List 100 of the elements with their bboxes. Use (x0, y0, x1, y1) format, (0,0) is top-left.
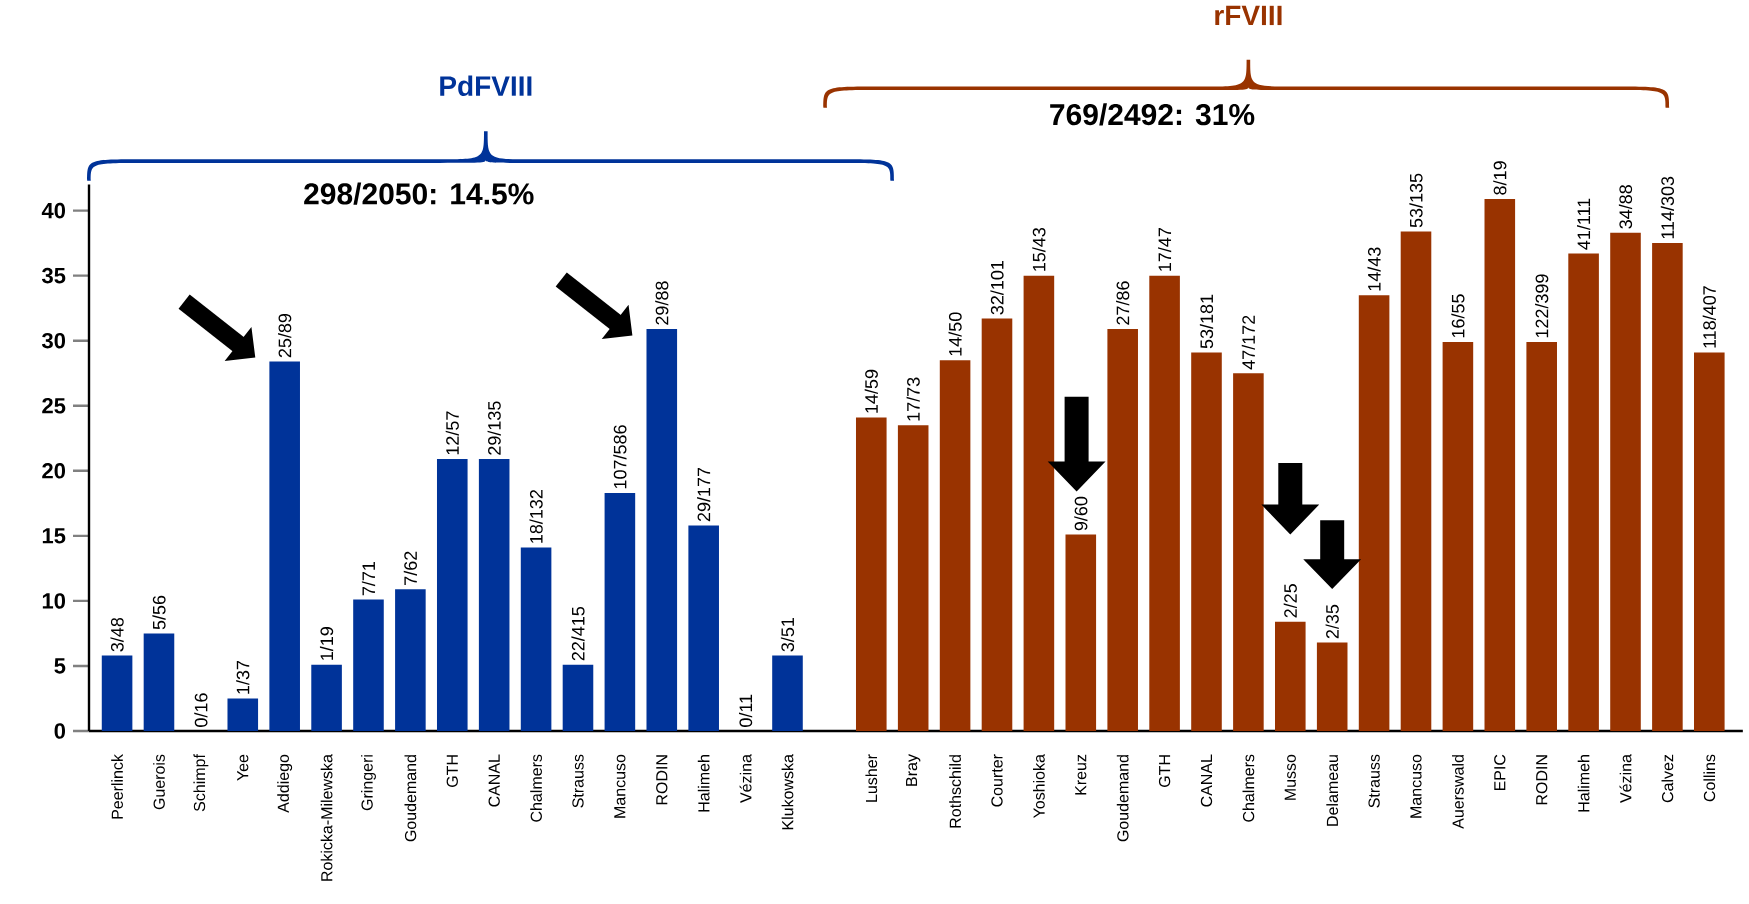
data-label: 107/586 (613, 425, 627, 489)
bar (395, 589, 426, 731)
data-label: 41/111 (1576, 198, 1591, 250)
data-label: 8/19 (1493, 161, 1507, 195)
data-label: 7/71 (361, 562, 376, 596)
data-label: 29/88 (655, 281, 669, 325)
x-tick-label: EPIC (1494, 754, 1506, 791)
x-tick-label: Mancuso (1410, 754, 1422, 818)
x-tick-label: RODIN (1536, 755, 1548, 805)
data-label: 29/135 (487, 401, 501, 455)
bar (981, 318, 1013, 731)
data-label: 53/135 (1409, 173, 1423, 228)
bar (143, 633, 175, 731)
x-tick-label: Yoshioka (1033, 754, 1045, 819)
data-label: 17/47 (1157, 228, 1172, 271)
x-tick-label: CANAL (488, 754, 500, 807)
data-label: 32/101 (990, 261, 1004, 315)
bar (436, 459, 468, 731)
bar (855, 417, 887, 731)
x-tick-label: Strauss (1368, 754, 1380, 808)
x-tick-label: Auerswald (1452, 755, 1464, 829)
y-tick-label: 10 (42, 593, 66, 609)
data-label: 7/62 (403, 551, 417, 585)
data-label: 25/89 (278, 313, 292, 358)
x-tick-label: Chalmers (530, 754, 542, 822)
bar (520, 547, 552, 731)
y-tick-label: 30 (41, 332, 66, 349)
x-tick-label: Bray (906, 754, 921, 786)
data-label: 1/19 (319, 627, 334, 660)
data-label: 14/59 (864, 369, 878, 413)
data-label: 1/37 (236, 660, 250, 694)
data-label: 29/177 (697, 467, 711, 522)
bar (1568, 253, 1599, 731)
text: PdFVIII (440, 75, 532, 96)
bar (1400, 231, 1432, 731)
bar (353, 599, 384, 731)
bar (227, 698, 259, 731)
x-tick-label: Rothschild (949, 755, 961, 828)
bar (1275, 621, 1306, 731)
bar (269, 361, 300, 731)
data-label: 47/172 (1241, 315, 1256, 370)
x-tick-label: Chalmers (1242, 754, 1255, 822)
y-tick-label: 5 (54, 658, 66, 674)
data-label: 15/43 (1032, 227, 1046, 271)
bar (604, 492, 636, 731)
data-label: 12/57 (445, 411, 459, 455)
data-label: 118/407 (1702, 286, 1716, 348)
x-tick-label: Halimeh (1577, 755, 1590, 812)
bar (1023, 275, 1055, 731)
data-label: 2/35 (1325, 604, 1339, 639)
bar (939, 360, 971, 731)
x-tick-label: Halimeh (697, 755, 710, 812)
bar (311, 664, 342, 731)
x-tick-label: Addiego (277, 754, 293, 813)
data-label: 14/50 (948, 312, 962, 356)
x-tick-label: Goudemand (404, 755, 417, 842)
bar (1694, 352, 1725, 731)
data-label: 3/51 (780, 617, 795, 652)
data-label: 0/11 (738, 694, 753, 727)
bar (1526, 342, 1557, 731)
bar (1065, 534, 1097, 731)
data-label: 5/56 (152, 595, 166, 630)
data-label: 3/48 (110, 617, 124, 652)
x-tick-label: Collins (1703, 754, 1716, 802)
x-tick-label: Guerois (153, 754, 165, 810)
y-tick-label: 15 (42, 528, 66, 544)
x-tick-label: Calvez (1661, 754, 1674, 803)
data-label: 18/132 (529, 490, 543, 543)
x-tick-label: Vézina (739, 754, 752, 803)
y-tick-label: 25 (42, 397, 66, 414)
bar (1610, 232, 1641, 731)
bar (646, 328, 678, 731)
x-tick-label: Yee (237, 754, 249, 781)
y-tick-label: 35 (41, 267, 66, 284)
x-tick-label: GTH (446, 755, 458, 788)
bar (1233, 373, 1264, 731)
x-tick-label: Lusher (865, 754, 878, 802)
bar (562, 664, 594, 731)
x-tick-label: Gringeri (361, 755, 376, 811)
data-label: 27/86 (1116, 281, 1130, 325)
data-label: 0/16 (194, 693, 208, 727)
bar (897, 425, 929, 731)
x-tick-label: Delameau (1326, 755, 1339, 826)
data-label: 9/60 (1074, 496, 1088, 531)
x-tick-label: GTH (1158, 755, 1171, 788)
x-tick-label: Kreuz (1075, 754, 1087, 795)
text: rFVIII (1215, 5, 1282, 26)
data-label: 17/73 (906, 377, 920, 421)
x-tick-label: CANAL (1200, 754, 1213, 807)
bar (1107, 328, 1138, 731)
bar (1484, 198, 1516, 731)
x-tick-label: Rokicka-Milewska (320, 754, 333, 881)
data-label: 122/399 (1535, 274, 1549, 338)
bar (1316, 642, 1348, 731)
bar (1442, 342, 1474, 731)
bar (101, 655, 133, 731)
x-tick-label: Mancuso (614, 754, 626, 818)
bar (1652, 243, 1683, 731)
bar (1358, 295, 1390, 731)
y-tick-label: 0 (54, 723, 66, 739)
